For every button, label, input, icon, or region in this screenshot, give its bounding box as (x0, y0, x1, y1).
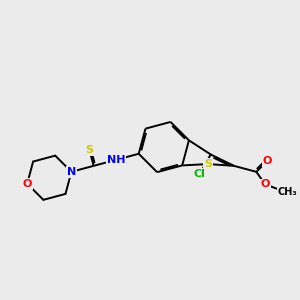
Text: O: O (262, 156, 272, 166)
Text: CH₃: CH₃ (278, 187, 297, 197)
Text: O: O (22, 179, 32, 189)
Text: Cl: Cl (194, 169, 206, 179)
Text: O: O (260, 179, 270, 189)
Text: NH: NH (106, 155, 125, 165)
Text: S: S (204, 159, 212, 169)
Text: S: S (85, 145, 93, 155)
Text: N: N (67, 167, 76, 177)
